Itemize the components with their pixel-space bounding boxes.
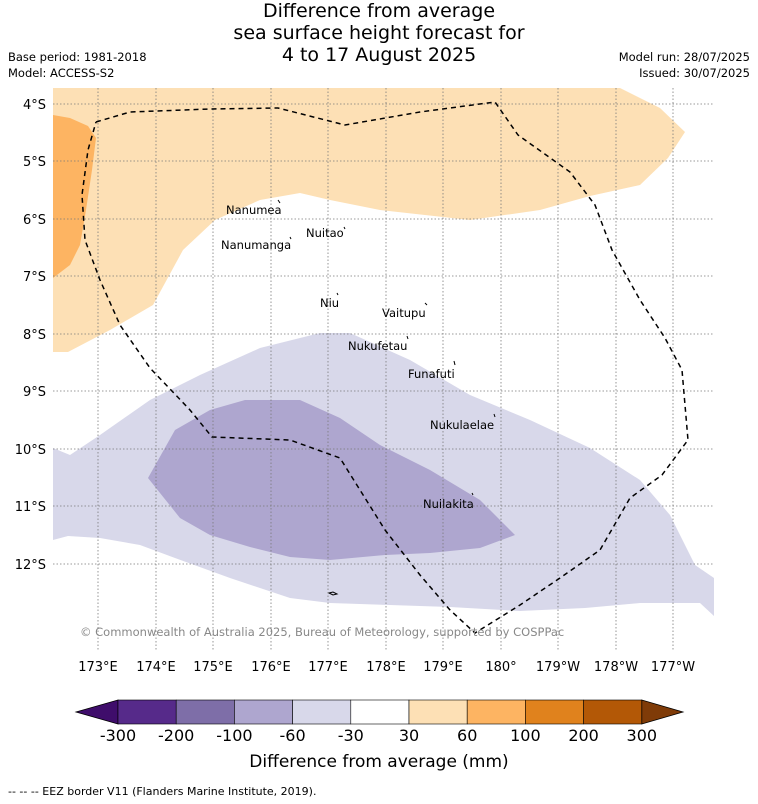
colorbar-tick-label: 60 — [457, 726, 477, 745]
island-nuitao-mark — [343, 226, 346, 230]
graticule — [53, 88, 714, 651]
colorbar: -300 -200 -100 -60 -30 30 60 100 200 300 — [74, 699, 685, 745]
place-label-nuilakita: Nuilakita — [423, 497, 474, 511]
place-label-nukulaelae: Nukulaelae — [430, 418, 494, 432]
island-nukulaelae-mark — [493, 413, 496, 418]
colorbar-label: Difference from average (mm) — [249, 752, 508, 772]
title-line-1: Difference from average — [262, 0, 496, 22]
island-nanumanga-mark — [289, 236, 292, 240]
colorbar-tick-label: 300 — [627, 726, 658, 745]
place-label-niu: Niu — [320, 296, 339, 310]
copyright-notice: © Commonwealth of Australia 2025, Bureau… — [80, 625, 564, 639]
place-label-vaitupu: Vaitupu — [382, 306, 426, 320]
meta-right: Model run: 28/07/2025 Issued: 30/07/2025 — [619, 49, 750, 81]
colorbar-extension-high — [641, 699, 685, 725]
eez-border — [81, 101, 689, 634]
latitude-labels: 4°S 5°S 6°S 7°S 8°S 9°S 10°S 11°S 12°S — [15, 98, 46, 573]
lat-label: 9°S — [23, 385, 46, 400]
island-marks — [277, 199, 496, 496]
colorbar-segment — [408, 699, 468, 725]
map-title: Difference from average sea surface heig… — [0, 0, 758, 66]
longitude-labels: 173°E 174°E 175°E 176°E 177°E 178°E 179°… — [78, 660, 695, 675]
lon-label: 173°E — [78, 660, 118, 675]
lat-label: 8°S — [23, 328, 46, 343]
island-nanumea-mark — [277, 199, 281, 204]
colorbar-tick-label: -200 — [158, 726, 194, 745]
place-label-nanumea: Nanumea — [226, 203, 282, 217]
colorbar-segment — [292, 699, 352, 725]
anomaly-region-30-60 — [53, 88, 685, 352]
title-line-2: sea surface height forecast for — [233, 22, 525, 44]
colorbar-segment — [583, 699, 643, 725]
lon-label: 177°W — [651, 660, 695, 675]
lon-label: 176°E — [251, 660, 291, 675]
base-period: Base period: 1981-2018 — [8, 50, 147, 64]
lat-label: 10°S — [15, 443, 46, 458]
place-label-funafuti: Funafuti — [408, 367, 455, 381]
colorbar-segment — [234, 699, 293, 725]
lat-label: 4°S — [23, 98, 46, 113]
island-nuilakita-mark — [471, 492, 474, 496]
island-contour — [327, 591, 339, 596]
place-label-nukufetau: Nukufetau — [348, 339, 407, 353]
lon-label: 177°E — [308, 660, 348, 675]
lon-label: 178°W — [594, 660, 638, 675]
colorbar-tick-label: -60 — [280, 726, 306, 745]
lon-label: 175°E — [193, 660, 233, 675]
colorbar-tick-label: -300 — [100, 726, 136, 745]
lon-label: 174°E — [136, 660, 176, 675]
eez-footnote: -- -- -- EEZ border V11 (Flanders Marine… — [8, 785, 317, 798]
meta-left: Base period: 1981-2018 Model: ACCESS-S2 — [8, 49, 147, 81]
lat-label: 12°S — [15, 558, 46, 573]
lon-label: 179°W — [536, 660, 580, 675]
colorbar-extension-low — [74, 699, 119, 725]
model-name: Model: ACCESS-S2 — [8, 66, 115, 80]
colorbar-segment — [466, 699, 526, 725]
island-vaitupu-mark — [424, 302, 428, 306]
lat-label: 5°S — [23, 155, 46, 170]
colorbar-tick-label: 100 — [510, 726, 541, 745]
map-panel: Nanumea Nuitao Nanumanga Niu Vaitupu Nuk… — [53, 88, 714, 651]
anomaly-region-neg60-neg100 — [148, 400, 515, 560]
place-label-nanumanga: Nanumanga — [221, 238, 291, 252]
colorbar-segment — [117, 699, 177, 725]
colorbar-tick-label: 30 — [399, 726, 419, 745]
title-line-3: 4 to 17 August 2025 — [281, 44, 477, 66]
lon-label: 180° — [485, 660, 516, 675]
model-run: Model run: 28/07/2025 — [618, 50, 750, 64]
island-niu-mark — [336, 292, 339, 296]
lat-label: 11°S — [15, 500, 46, 515]
lat-label: 7°S — [23, 270, 46, 285]
anomaly-region-60-100 — [53, 115, 96, 278]
place-label-nuitao: Nuitao — [306, 226, 344, 240]
colorbar-segment — [350, 699, 410, 725]
issued-date: Issued: 30/07/2025 — [639, 66, 750, 80]
island-nukufetau-mark — [406, 335, 409, 340]
lon-label: 179°E — [423, 660, 463, 675]
lon-label: 178°E — [366, 660, 406, 675]
island-funafuti-mark — [453, 360, 456, 366]
colorbar-tick-label: 200 — [568, 726, 599, 745]
colorbar-tick-label: -30 — [338, 726, 364, 745]
colorbar-tick-label: -100 — [216, 726, 252, 745]
lat-label: 6°S — [23, 213, 46, 228]
colorbar-segment — [175, 699, 235, 725]
colorbar-segment — [525, 699, 584, 725]
